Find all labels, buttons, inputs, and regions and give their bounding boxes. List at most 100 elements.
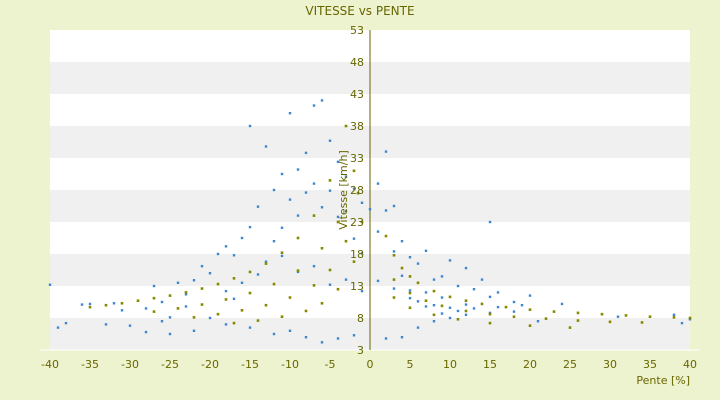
data-point-main [392, 287, 396, 290]
data-point-main [272, 332, 276, 336]
data-point-curve [264, 262, 268, 265]
data-point-curve [328, 268, 332, 272]
data-point-main [464, 303, 468, 306]
data-point-curve [392, 253, 396, 257]
x-tick-label: 30 [603, 358, 617, 371]
data-point-main [312, 182, 316, 185]
data-point-main [344, 175, 348, 178]
data-point-curve [184, 291, 188, 294]
data-point-curve [248, 270, 252, 274]
data-point-main [320, 341, 324, 344]
data-point-main [328, 283, 332, 286]
data-point-main [416, 326, 420, 329]
y-tick-label: 53 [350, 24, 364, 37]
data-point-main [144, 307, 148, 310]
x-axis-ticks: -40 -35 -30 -25 -20 -15 -10 -5 0 5 10 15 20 25 30 35 40 [41, 358, 697, 371]
data-point-curve [264, 303, 268, 307]
data-point-curve [672, 316, 676, 319]
data-point-main [440, 312, 444, 315]
data-point-curve [488, 312, 492, 316]
data-point-main [264, 260, 268, 263]
data-point-main [424, 249, 428, 252]
data-point-main [336, 215, 340, 219]
y-tick-label: 38 [350, 120, 364, 133]
x-tick-label: -5 [325, 358, 336, 371]
data-point-curve [544, 317, 548, 320]
data-point-main [448, 259, 452, 262]
data-point-main [464, 313, 468, 316]
x-tick-label: -35 [81, 358, 99, 371]
data-point-main [472, 288, 476, 291]
data-point-main [160, 300, 164, 304]
data-point-curve [176, 307, 180, 310]
data-point-main [448, 306, 452, 309]
data-point-main [128, 324, 132, 327]
data-point-curve [200, 287, 204, 290]
data-point-main [392, 204, 396, 208]
data-point-curve [152, 296, 156, 300]
data-point-main [192, 279, 196, 282]
data-point-curve [232, 277, 236, 280]
y-axis-label: Vitesse [km/h] [337, 150, 350, 230]
data-point-main [320, 206, 324, 209]
data-point-main [360, 289, 364, 293]
data-point-curve [384, 234, 388, 238]
data-point-main [680, 321, 684, 325]
data-point-curve [488, 321, 492, 325]
data-point-curve [352, 169, 356, 173]
data-point-main [440, 296, 444, 299]
data-point-curve [360, 220, 364, 224]
y-tick-label: 33 [350, 152, 364, 165]
data-point-main [288, 198, 292, 201]
data-point-main [168, 316, 172, 319]
data-point-main [304, 336, 308, 339]
data-point-main [184, 305, 188, 308]
y-tick-label: 43 [350, 88, 364, 101]
data-point-curve [392, 296, 396, 299]
data-point-main [296, 214, 300, 217]
series-curve-points [88, 124, 692, 329]
data-point-main [512, 300, 516, 304]
data-point-main [408, 289, 412, 292]
data-point-curve [608, 320, 612, 324]
x-tick-label: 35 [643, 358, 657, 371]
x-tick-label: 10 [443, 358, 457, 371]
data-point-main [256, 205, 260, 208]
data-point-main [352, 187, 356, 190]
data-point-main [360, 252, 364, 255]
data-point-curve [336, 220, 340, 224]
data-point-main [272, 188, 276, 192]
data-point-main [520, 304, 524, 307]
data-point-main [256, 273, 260, 276]
data-point-main [160, 320, 164, 323]
data-point-main [192, 329, 196, 332]
data-point-main [56, 326, 60, 329]
data-point-main [424, 291, 428, 294]
data-point-main [232, 297, 236, 300]
data-point-curve [312, 284, 316, 287]
x-tick-label: -10 [281, 358, 299, 371]
data-point-curve [568, 326, 572, 329]
chart-title: VITESSE vs PENTE [305, 4, 414, 18]
data-point-main [144, 330, 148, 334]
data-point-curve [200, 303, 204, 306]
x-axis-label: Pente [%] [636, 374, 690, 387]
data-point-curve [688, 316, 692, 320]
x-tick-label: 25 [563, 358, 577, 371]
data-point-curve [440, 304, 444, 308]
data-point-curve [464, 309, 468, 313]
y-tick-label: 18 [350, 248, 364, 261]
x-tick-label: 15 [483, 358, 497, 371]
data-point-curve [624, 314, 628, 317]
x-tick-label: -20 [201, 358, 219, 371]
data-point-curve [576, 311, 580, 315]
data-point-curve [224, 298, 228, 301]
x-tick-label: 5 [407, 358, 414, 371]
data-point-main [280, 254, 284, 258]
data-point-main [296, 168, 300, 171]
data-point-main [336, 337, 340, 340]
data-point-curve [408, 306, 412, 310]
data-point-main [528, 294, 532, 297]
data-point-main [208, 316, 212, 320]
